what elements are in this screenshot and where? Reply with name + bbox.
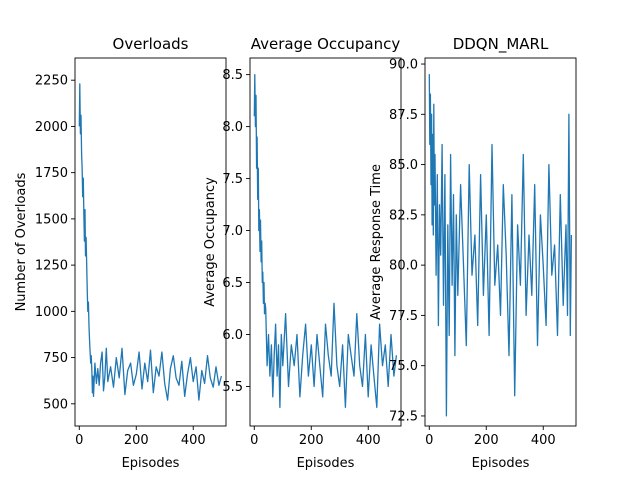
y-tick-label: 6.5 [222, 276, 243, 291]
subplot-title: Overloads [113, 35, 189, 53]
y-tick-label: 500 [43, 397, 68, 412]
y-tick-label: 1250 [35, 259, 68, 274]
axes-frame [74, 57, 227, 427]
series-line-1 [428, 74, 573, 417]
y-tick-label: 750 [43, 351, 68, 366]
x-tick-label: 0 [425, 433, 433, 448]
y-tick-label: 77.5 [389, 309, 418, 324]
x-tick-label: 400 [531, 433, 556, 448]
x-axis-label: Episodes [472, 456, 530, 471]
y-axis-label: Average Occupancy [203, 177, 218, 307]
x-axis-label: Episodes [122, 456, 180, 471]
axes-frame [249, 57, 402, 427]
x-tick-label: 400 [356, 433, 381, 448]
y-tick-label: 8.5 [222, 68, 243, 83]
y-tick-label: 2000 [35, 120, 68, 135]
y-tick-label: 5.5 [222, 380, 243, 395]
y-tick-label: 2250 [35, 74, 68, 89]
y-tick-label: 1500 [35, 212, 68, 227]
subplot-3: 0 200 400 72.5 75.0 77.5 80.0 82.5 85.0 87.5 90.0 D… [369, 35, 577, 471]
x-tick-label: 0 [75, 433, 83, 448]
y-axis-label: Number of Overloads [14, 172, 29, 311]
axes-frame [424, 57, 577, 427]
x-tick-label: 0 [250, 433, 258, 448]
y-tick-label: 87.5 [389, 108, 418, 123]
y-axis-label: Average Response Time [369, 164, 384, 320]
y-tick-label: 8.0 [222, 120, 243, 135]
subplot-title: Average Occupancy [251, 35, 401, 53]
x-tick-label: 400 [181, 433, 206, 448]
series-line-1 [78, 83, 223, 401]
y-tick-label: 82.5 [389, 208, 418, 223]
y-tick-label: 1000 [35, 305, 68, 320]
x-axis-label: Episodes [297, 456, 355, 471]
y-tick-label: 85.0 [389, 158, 418, 173]
y-tick-label: 1750 [35, 166, 68, 181]
y-tick-label: 7.5 [222, 172, 243, 187]
series-line-1 [253, 73, 398, 408]
y-tick-label: 7.0 [222, 224, 243, 239]
x-tick-label: 200 [124, 433, 149, 448]
y-tick-label: 72.5 [389, 409, 418, 424]
y-tick-label: 75.0 [389, 359, 418, 374]
subplot-title: DDQN_MARL [453, 35, 549, 54]
y-tick-label: 90.0 [389, 58, 418, 73]
y-tick-label: 80.0 [389, 259, 418, 274]
y-tick-label: 6.0 [222, 328, 243, 343]
x-tick-label: 200 [299, 433, 324, 448]
x-tick-label: 200 [474, 433, 499, 448]
subplot-2: 0 200 400 5.5 6.0 6.5 7.0 7.5 8.0 8.5 Average Occu… [203, 35, 402, 471]
subplot-1: 0 200 400 500 750 1000 1250 1500 1750 2000 2250 Ove… [14, 35, 227, 471]
